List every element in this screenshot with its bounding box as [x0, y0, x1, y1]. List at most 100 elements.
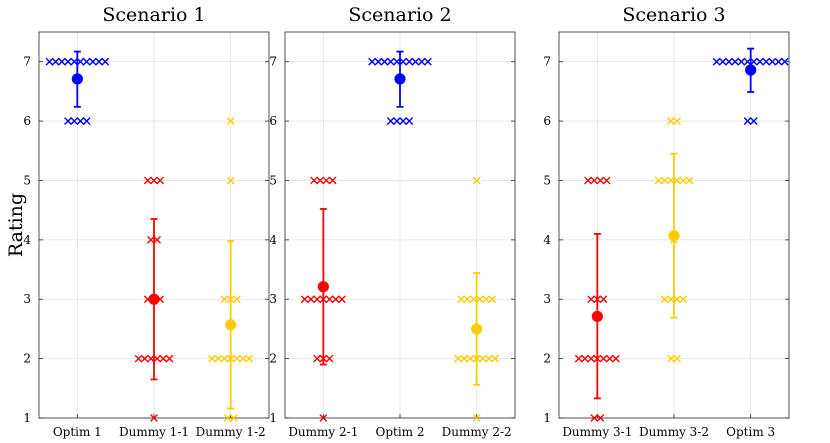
rating-marker: [399, 117, 407, 125]
rating-marker: [463, 295, 472, 304]
rating-marker: [749, 117, 758, 125]
rating-marker: [70, 117, 79, 125]
y-tick-label: 6: [269, 114, 277, 128]
category-2: [368, 50, 432, 125]
category-2: [134, 176, 174, 422]
mean-point: [745, 64, 757, 76]
rating-marker: [587, 295, 596, 304]
panel-title: Scenario 3: [622, 4, 725, 26]
rating-marker: [660, 295, 669, 304]
rating-marker: [491, 354, 500, 363]
rating-marker: [679, 295, 688, 304]
category-1: [574, 176, 620, 422]
rating-marker: [226, 117, 235, 125]
rating-marker: [460, 354, 469, 363]
y-tick-label: 7: [23, 55, 31, 69]
panel-3: Scenario 3 1 2 3 4 5 6 7 Dummy 3-1 Dummy 3-2 Optim…: [543, 4, 790, 439]
rating-marker: [229, 414, 238, 422]
rating-marker: [316, 176, 325, 185]
rating-marker: [338, 295, 346, 304]
mean-point: [668, 230, 680, 242]
y-axis-label: Rating: [5, 193, 27, 257]
y-tick-label: 2: [23, 352, 31, 366]
rating-marker: [245, 354, 254, 363]
x-tick-label: Dummy 3-1: [562, 425, 632, 439]
panels: Scenario 1 1 2 3 4 5 6 7 Optim 1 Dummy 1-1 Dummy 1…: [23, 4, 790, 439]
rating-marker: [768, 57, 777, 66]
y-tick-label: 7: [269, 55, 277, 69]
rating-marker: [780, 57, 789, 66]
rating-marker: [140, 354, 149, 363]
rating-marker: [368, 57, 376, 66]
rating-marker: [660, 176, 669, 185]
rating-marker: [599, 295, 608, 304]
category-3: [712, 47, 789, 125]
rating-marker: [64, 117, 72, 125]
rating-marker: [602, 176, 611, 185]
rating-marker: [325, 354, 334, 363]
rating-marker: [587, 354, 596, 363]
rating-marker: [731, 57, 740, 66]
rating-marker: [220, 295, 229, 304]
x-tick-label: Optim 1: [53, 425, 102, 439]
rating-marker: [208, 354, 216, 363]
rating-marker: [331, 295, 340, 304]
panel-title: Scenario 1: [102, 4, 205, 26]
rating-marker: [482, 295, 490, 304]
rating-marker: [300, 295, 309, 304]
rating-marker: [82, 117, 91, 125]
rating-marker: [45, 57, 54, 66]
rating-marker: [386, 117, 395, 125]
rating-marker: [405, 117, 414, 125]
y-tick-label: 1: [23, 411, 31, 425]
rating-marker: [654, 176, 663, 185]
y-tick-label: 4: [269, 233, 277, 247]
rating-marker: [762, 57, 771, 66]
rating-marker: [679, 176, 688, 185]
rating-marker: [411, 57, 420, 66]
rating-marker: [743, 117, 752, 125]
panel-2: Scenario 2 1 2 3 4 5 6 7 Dummy 2-1 Optim 2 Dummy 2…: [269, 4, 516, 439]
rating-marker: [612, 354, 620, 363]
rating-marker: [457, 295, 466, 304]
rating-marker: [596, 176, 605, 185]
rating-marker: [101, 57, 110, 66]
rating-marker: [393, 117, 401, 125]
rating-marker: [134, 354, 143, 363]
mean-point: [317, 281, 329, 293]
y-tick-label: 5: [23, 173, 31, 187]
y-tick-label: 1: [269, 411, 277, 425]
rating-marker: [226, 176, 235, 185]
rating-marker: [454, 354, 462, 363]
rating-marker: [159, 354, 168, 363]
rating-marker: [307, 295, 315, 304]
rating-marker: [590, 414, 599, 422]
rating-marker: [488, 295, 497, 304]
rating-marker: [76, 117, 85, 125]
mean-point: [471, 323, 483, 335]
panel-1: Scenario 1 1 2 3 4 5 6 7 Optim 1 Dummy 1-1 Dummy 1…: [23, 4, 270, 439]
rating-marker: [143, 176, 152, 185]
y-tick-label: 3: [269, 292, 277, 306]
rating-marker: [64, 57, 72, 66]
rating-marker: [380, 57, 389, 66]
mean-point: [394, 73, 406, 85]
y-tick-label: 3: [543, 292, 551, 306]
rating-marker: [57, 57, 66, 66]
y-tick-label: 2: [269, 352, 277, 366]
rating-marker: [232, 354, 241, 363]
rating-marker: [605, 354, 614, 363]
rating-marker: [774, 57, 783, 66]
x-tick-label: Optim 3: [726, 425, 775, 439]
rating-marker: [737, 57, 746, 66]
y-tick-label: 2: [543, 352, 551, 366]
rating-marker: [478, 354, 487, 363]
rating-marker: [405, 57, 414, 66]
rating-marker: [466, 354, 475, 363]
y-tick-label: 6: [23, 114, 31, 128]
rating-marker: [150, 176, 158, 185]
rating-marker: [223, 414, 232, 422]
rating-marker: [82, 57, 91, 66]
rating-marker: [325, 295, 334, 304]
